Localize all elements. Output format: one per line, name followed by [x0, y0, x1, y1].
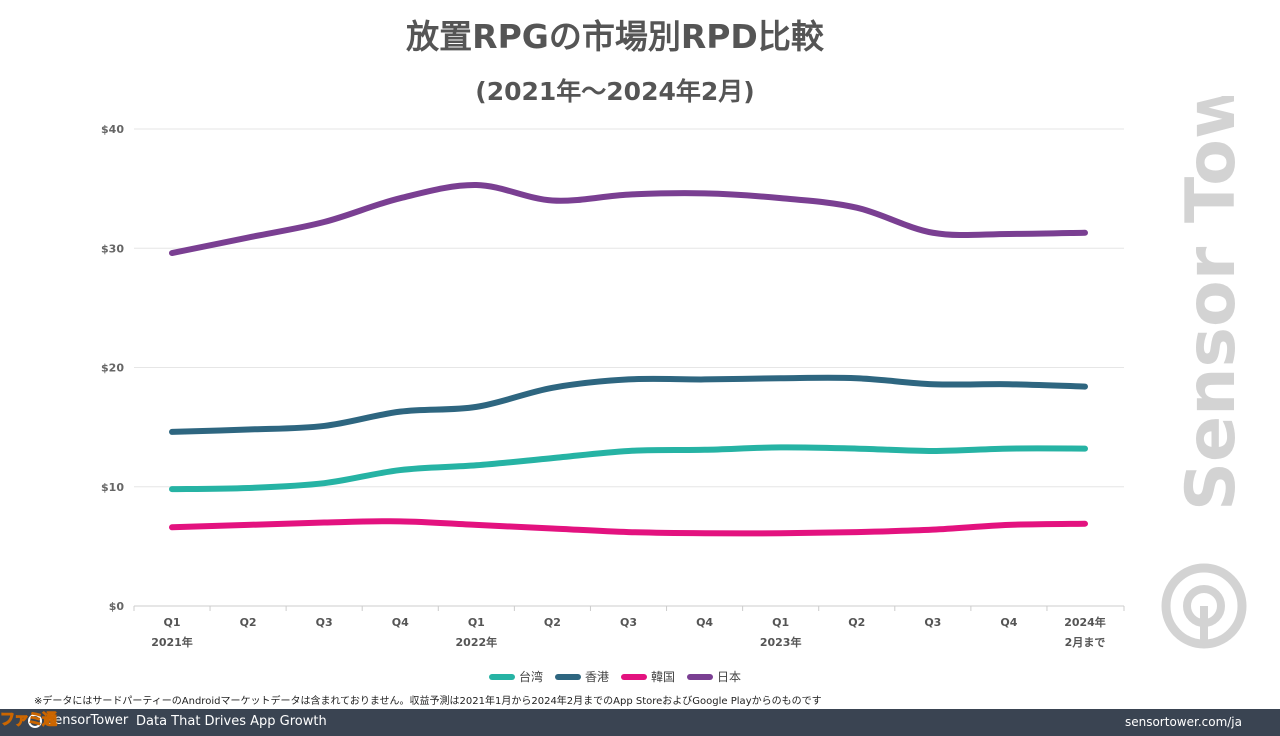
legend-label: 韓国	[651, 670, 676, 684]
series-lines	[169, 182, 1088, 537]
legend-item: 台湾	[488, 668, 543, 685]
y-tick-label: $20	[101, 362, 124, 375]
footer-brand: SensorTower	[46, 713, 129, 728]
footer-logo: SensorTower	[28, 713, 128, 728]
legend-item: 日本	[687, 668, 741, 685]
x-tick-label: Q3	[316, 616, 333, 629]
x-tick-label: Q2	[544, 616, 561, 629]
x-tick-label: Q4	[392, 616, 409, 629]
x-tick-label: 2024年	[1064, 615, 1106, 629]
footer-url: sensortower.com/ja	[1124, 715, 1242, 729]
y-tick-label: $30	[101, 242, 124, 255]
legend-swatch	[687, 673, 714, 680]
x-tick-label: Q2	[240, 616, 257, 629]
x-tick-label: Q2	[848, 616, 865, 629]
x-tick-label: Q1	[163, 616, 180, 629]
watermark-text: Sensor Tower	[1172, 96, 1251, 511]
footnote: ※データにはサードパーティーのAndroidマーケットデータは含まれておりません…	[34, 696, 822, 707]
legend-item: 韓国	[621, 668, 675, 685]
x-axis-ticks: Q1 2021年 Q2 Q3 Q4 Q1 2022年 Q2 Q3 Q4 Q1 2023年 Q2 Q3 Q4 2…	[151, 615, 1106, 649]
sensor-tower-watermark: Sensor Tower	[1161, 96, 1251, 649]
x-tick-label: Q3	[620, 616, 637, 629]
x-tick-label: 2021年	[151, 635, 193, 649]
legend-swatch	[554, 673, 581, 680]
legend-label: 香港	[584, 670, 609, 684]
series-line-2	[169, 518, 1088, 537]
legend-swatch	[621, 673, 647, 680]
gridlines	[133, 128, 1125, 611]
y-tick-label: $10	[101, 481, 124, 494]
series-line-3	[169, 182, 1088, 257]
x-tick-label: Q1	[468, 616, 485, 629]
corner-watermark: ファミ通	[0, 710, 58, 729]
x-tick-label: Q4	[696, 616, 713, 629]
x-tick-label: 2023年	[760, 635, 802, 649]
series-line-0	[169, 444, 1088, 493]
x-tick-label: Q1	[772, 616, 789, 629]
legend-swatch	[488, 673, 515, 680]
legend-label: 台湾	[518, 670, 543, 684]
y-tick-label: $0	[109, 600, 125, 613]
chart-subtitle: (2021年〜2024年2月)	[475, 77, 755, 106]
x-tick-label: Q3	[924, 616, 941, 629]
y-axis-ticks: $0 $10 $20 $30 $40	[101, 123, 124, 613]
y-tick-label: $40	[101, 123, 124, 136]
footer-bar: SensorTower Data That Drives App Growth …	[0, 709, 1280, 736]
footer-tagline: Data That Drives App Growth	[136, 714, 327, 729]
legend-item: 香港	[554, 668, 609, 685]
chart-title: 放置RPGの市場別RPD比較	[406, 17, 824, 56]
watermark-logo-icon	[1161, 563, 1247, 649]
series-line-1	[169, 374, 1088, 435]
chart-legend: 台湾 香港 韓国 日本	[0, 668, 1230, 685]
x-tick-label: Q4	[1000, 616, 1017, 629]
x-tick-label: 2022年	[456, 635, 498, 649]
sensor-tower-logo-icon	[28, 713, 42, 728]
legend-label: 日本	[717, 670, 742, 684]
x-tick-label: 2月まで	[1065, 636, 1106, 649]
